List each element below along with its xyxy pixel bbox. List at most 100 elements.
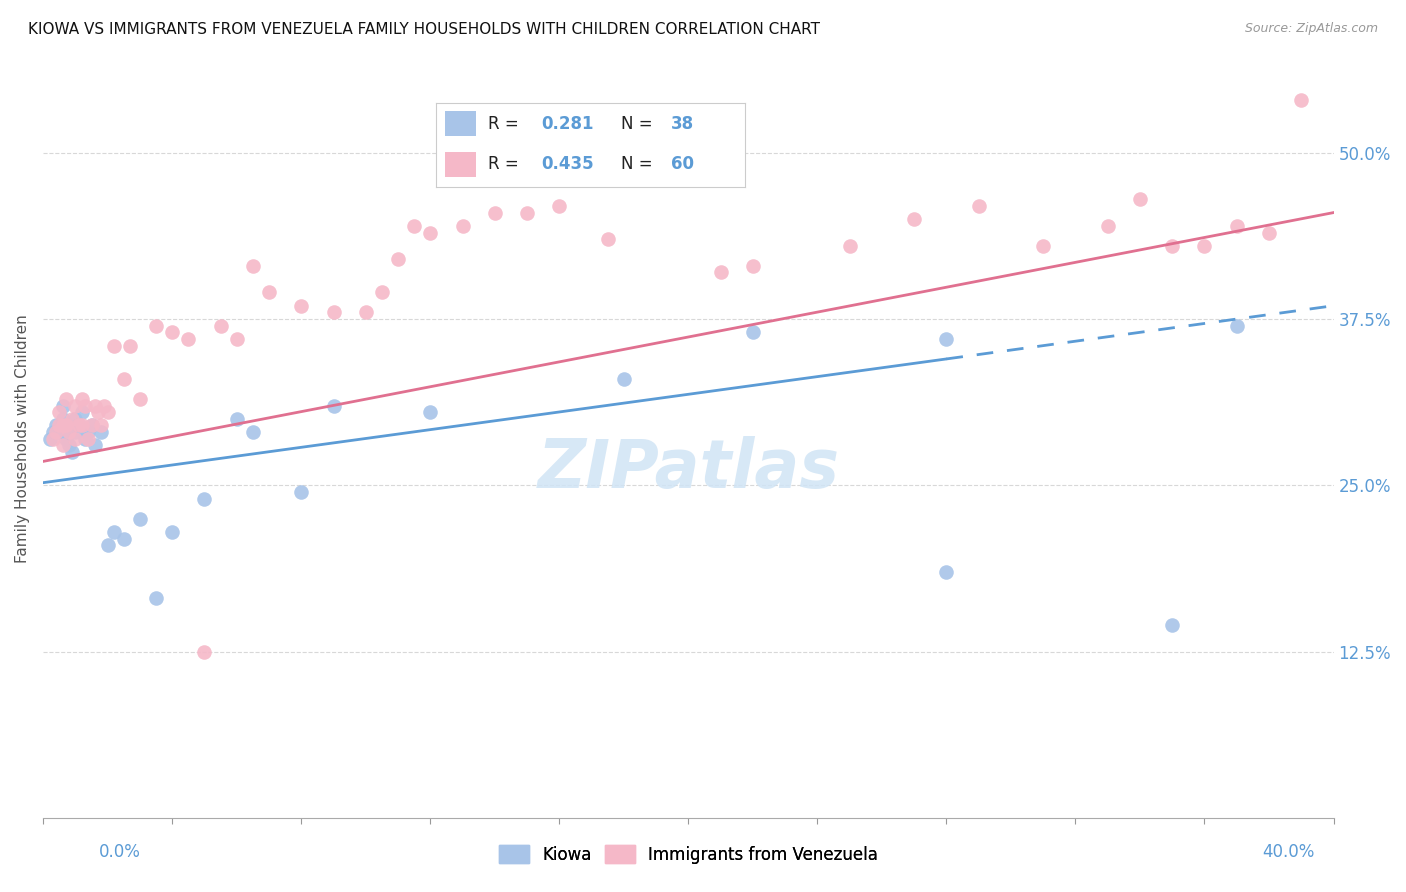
Point [838,239,860,253]
Point [387,252,409,267]
Point [112,372,135,386]
Point [48,425,70,439]
Point [45,425,67,439]
Point [242,259,264,273]
Point [70,418,93,433]
Point [903,212,925,227]
Text: 38: 38 [671,115,695,133]
Point [83,399,105,413]
Point [741,326,763,340]
Point [596,232,619,246]
Point [322,399,344,413]
Point [1226,318,1249,333]
Point [38,432,60,446]
Text: R =: R = [488,115,524,133]
Point [103,524,125,539]
Point [65,432,87,446]
Text: Source: ZipAtlas.com: Source: ZipAtlas.com [1244,22,1378,36]
Text: 0.0%: 0.0% [98,843,141,861]
Point [90,418,112,433]
Point [87,405,110,419]
Point [935,565,957,579]
Point [145,591,167,606]
Text: N =: N = [621,155,658,173]
Point [516,205,538,219]
Point [160,524,183,539]
Point [55,418,77,433]
Point [209,318,232,333]
Point [935,332,957,346]
Point [97,538,120,552]
Point [51,418,73,433]
Text: N =: N = [621,115,658,133]
Point [58,425,80,439]
Point [225,332,247,346]
Point [967,199,990,213]
Point [48,418,70,433]
Point [42,432,65,446]
Bar [446,112,477,136]
Point [97,405,120,419]
Text: R =: R = [488,155,524,173]
Point [193,645,215,659]
Bar [446,152,477,178]
Point [83,438,105,452]
Point [354,305,377,319]
Point [404,219,426,233]
Point [51,412,73,426]
Point [42,425,65,439]
Point [322,305,344,319]
Point [242,425,264,439]
Point [290,485,312,500]
Point [65,412,87,426]
Text: ZIPatlas: ZIPatlas [537,436,839,502]
Point [1291,93,1313,107]
Point [371,285,394,300]
Point [51,399,73,413]
Point [67,418,90,433]
Text: 0.281: 0.281 [541,115,593,133]
Point [55,392,77,406]
Point [77,425,100,439]
Point [257,285,280,300]
Point [741,259,763,273]
Point [70,405,93,419]
Point [48,405,70,419]
Point [75,399,97,413]
Point [65,425,87,439]
Point [58,425,80,439]
Text: 40.0%: 40.0% [1263,843,1315,861]
Point [1194,239,1216,253]
Point [55,432,77,446]
Point [145,318,167,333]
Point [55,418,77,433]
Point [60,412,83,426]
Point [75,432,97,446]
Point [710,265,733,279]
Point [80,418,103,433]
Point [1032,239,1054,253]
Point [120,338,142,352]
Point [419,226,441,240]
Point [103,338,125,352]
Point [93,399,115,413]
Y-axis label: Family Households with Children: Family Households with Children [15,314,30,563]
Point [419,405,441,419]
Point [60,445,83,459]
Point [1258,226,1281,240]
Point [67,418,90,433]
Point [77,432,100,446]
Point [45,418,67,433]
Point [548,199,571,213]
Text: KIOWA VS IMMIGRANTS FROM VENEZUELA FAMILY HOUSEHOLDS WITH CHILDREN CORRELATION C: KIOWA VS IMMIGRANTS FROM VENEZUELA FAMIL… [28,22,820,37]
Point [225,412,247,426]
Point [613,372,636,386]
Point [90,425,112,439]
Point [1161,239,1184,253]
Point [1161,618,1184,632]
Point [129,511,152,525]
Point [51,438,73,452]
Point [80,418,103,433]
Point [70,392,93,406]
Point [484,205,506,219]
